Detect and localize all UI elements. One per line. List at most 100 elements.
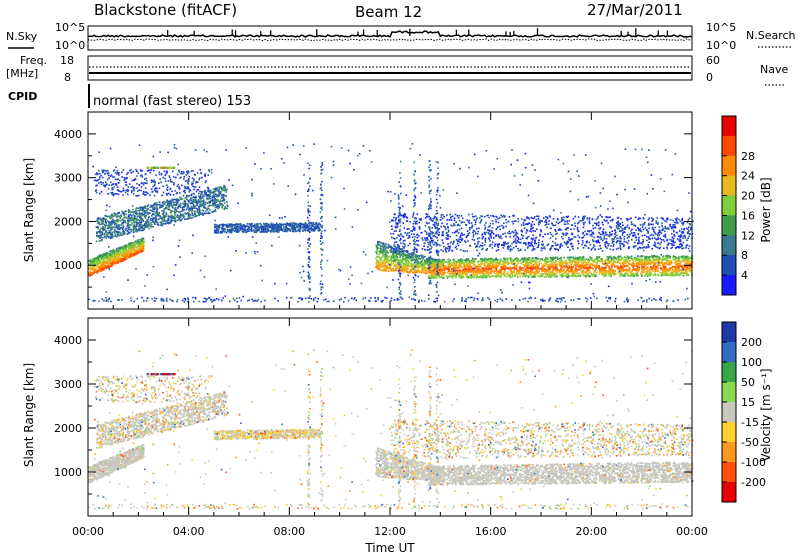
scatter-cell — [217, 199, 219, 201]
scatter-cell — [405, 250, 407, 252]
scatter-cell — [196, 181, 198, 183]
scatter-cell — [98, 182, 100, 184]
scatter-cell — [110, 255, 112, 257]
scatter-cell — [175, 190, 177, 192]
scatter-cell — [117, 215, 119, 217]
scatter-cell — [164, 203, 166, 205]
scatter-cell — [167, 190, 169, 192]
scatter-cell — [403, 254, 405, 256]
scatter-cell — [144, 225, 146, 227]
scatter-cell — [299, 226, 301, 228]
scatter-cell — [395, 246, 397, 248]
scatter-cell — [121, 252, 123, 254]
scatter-cell — [174, 217, 176, 219]
scatter-cell — [421, 257, 423, 259]
scatter-cell — [149, 216, 151, 218]
scatter-cell — [232, 226, 234, 228]
scatter-cell — [153, 206, 155, 208]
scatter-cell — [136, 171, 138, 173]
scatter-cell — [112, 215, 114, 217]
scatter-cell — [132, 171, 134, 173]
scatter-cell — [409, 271, 411, 273]
scatter-cell — [132, 211, 134, 213]
scatter-cell — [195, 208, 197, 210]
scatter-cell — [381, 257, 383, 259]
scatter-cell — [112, 219, 114, 221]
scatter-cell — [145, 210, 147, 212]
scatter-cell — [139, 228, 141, 230]
scatter-cell — [102, 218, 104, 220]
scatter-cell — [424, 256, 426, 258]
cpid-text: normal (fast stereo) 153 — [93, 94, 251, 109]
scatter-cell — [164, 171, 166, 173]
scatter-cell — [209, 171, 211, 173]
scatter-cell — [198, 208, 200, 210]
scatter-cell — [111, 187, 113, 189]
scatter-cell — [188, 180, 190, 182]
scatter-cell — [102, 228, 104, 230]
scatter-cell — [157, 222, 159, 224]
scatter-cell — [158, 182, 160, 184]
scatter-cell — [417, 270, 419, 272]
scatter-cell — [124, 215, 126, 217]
scatter-cell — [157, 213, 159, 215]
scatter-cell — [383, 247, 385, 249]
scatter-cell — [181, 185, 183, 187]
scatter-cell — [102, 177, 104, 179]
scatter-cell — [111, 263, 113, 265]
scatter-cell — [126, 250, 128, 252]
scatter-cell — [141, 246, 143, 248]
scatter-cell — [408, 260, 410, 262]
scatter-cell — [199, 186, 201, 188]
scatter-cell — [135, 213, 137, 215]
scatter-cell — [242, 228, 244, 230]
scatter-cell — [208, 212, 210, 214]
scatter-cell — [187, 186, 189, 188]
scatter-cell — [122, 249, 124, 251]
scatter-cell — [239, 223, 241, 225]
scatter-cell — [163, 210, 165, 212]
scatter-cell — [116, 193, 118, 195]
scatter-cell — [101, 223, 103, 225]
scatter-cell — [125, 192, 127, 194]
scatter-cell — [189, 191, 191, 193]
scatter-cell — [119, 220, 121, 222]
scatter-cell — [408, 262, 410, 264]
scatter-cell — [95, 174, 97, 176]
scatter-cell — [107, 225, 109, 227]
scatter-cell — [191, 217, 193, 219]
scatter-cell — [178, 170, 180, 172]
scatter-cell — [193, 206, 195, 208]
scatter-cell — [128, 251, 130, 253]
scatter-cell — [178, 219, 180, 221]
scatter-cell — [105, 268, 107, 270]
scatter-cell — [213, 193, 215, 195]
scatter-cell — [410, 253, 412, 255]
scatter-cell — [115, 233, 117, 235]
scatter-cell — [212, 203, 214, 205]
scatter-cell — [213, 188, 215, 190]
scatter-cell — [277, 225, 279, 227]
scatter-cell — [393, 261, 395, 263]
scatter-cell — [220, 204, 222, 206]
scatter-cell — [192, 199, 194, 201]
scatter-cell — [96, 257, 98, 259]
scatter-cell — [138, 241, 140, 243]
scatter-cell — [160, 216, 162, 218]
scatter-cell — [190, 214, 192, 216]
scatter-cell — [214, 210, 216, 212]
scatter-cell — [313, 222, 315, 224]
scatter-cell — [127, 250, 129, 252]
scatter-cell — [156, 188, 158, 190]
scatter-cell — [98, 218, 100, 220]
scatter-cell — [137, 210, 139, 212]
scatter-cell — [161, 206, 163, 208]
scatter-cell — [137, 246, 139, 248]
scatter-cell — [316, 223, 318, 225]
scatter-cell — [150, 172, 152, 174]
scatter-cell — [103, 219, 105, 221]
scatter-cell — [105, 182, 107, 184]
freq-tick-bottom: 8 — [64, 71, 71, 84]
scatter-cell — [192, 208, 194, 210]
scatter-cell — [120, 252, 122, 254]
